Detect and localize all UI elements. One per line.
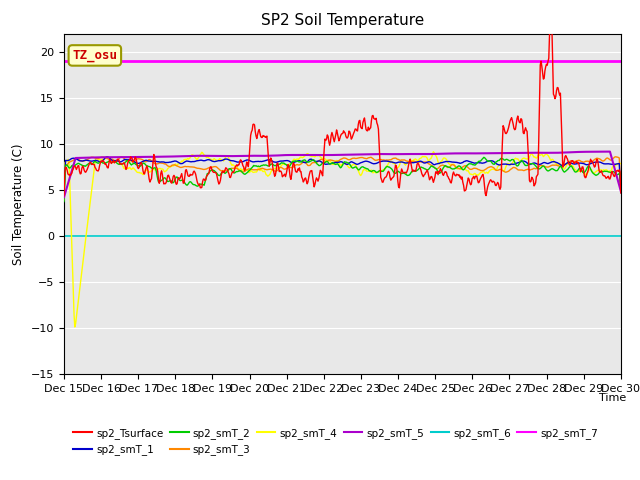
Y-axis label: Soil Temperature (C): Soil Temperature (C)	[12, 143, 26, 265]
Text: TZ_osu: TZ_osu	[72, 49, 117, 62]
Title: SP2 Soil Temperature: SP2 Soil Temperature	[260, 13, 424, 28]
Text: Time: Time	[599, 393, 627, 403]
Legend: sp2_Tsurface, sp2_smT_1, sp2_smT_2, sp2_smT_3, sp2_smT_4, sp2_smT_5, sp2_smT_6, : sp2_Tsurface, sp2_smT_1, sp2_smT_2, sp2_…	[69, 424, 602, 459]
